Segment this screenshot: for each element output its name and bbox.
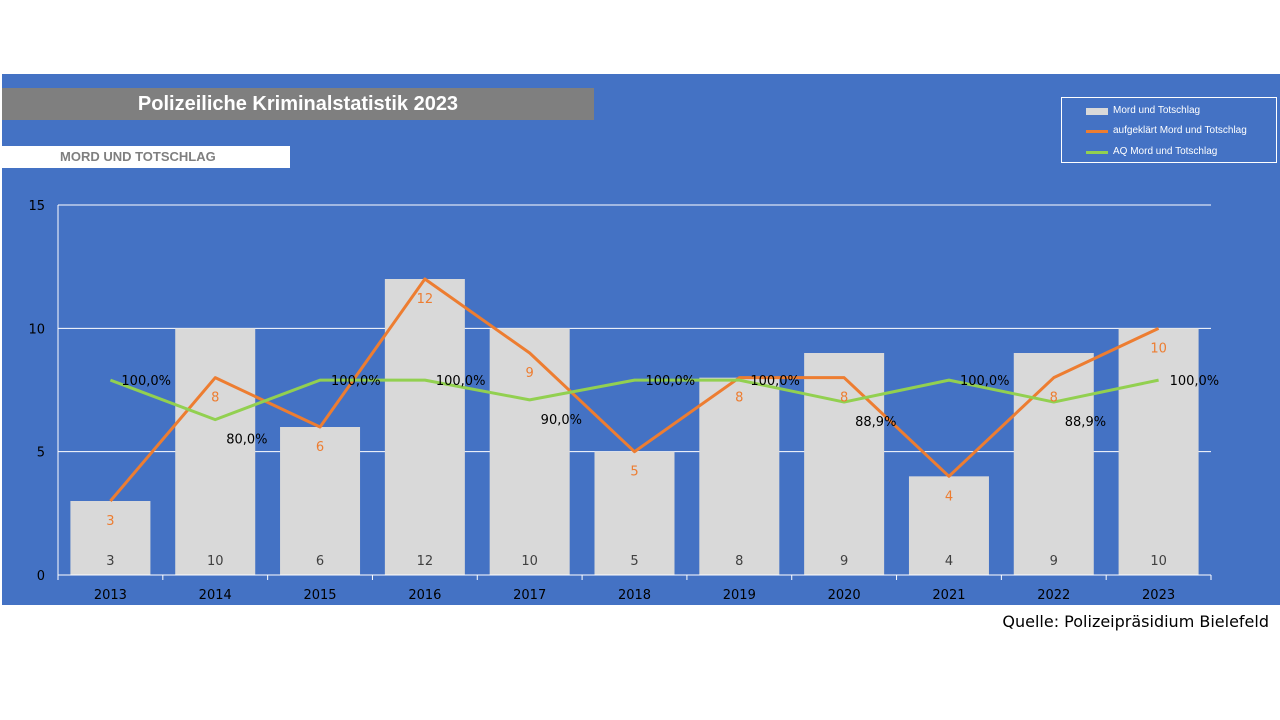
bar-data-label: 9 xyxy=(840,554,848,569)
aufgeklaert-data-label: 10 xyxy=(1150,341,1167,356)
bar xyxy=(804,353,885,575)
aufgeklaert-data-label: 9 xyxy=(526,366,534,381)
axis-layer: 0 5 10 15 2013 2014 2015 2016 2017 2018 2019 2020 20… xyxy=(28,199,1212,603)
bar-data-label: 9 xyxy=(1050,554,1058,569)
bar xyxy=(175,328,256,575)
bar-data-label: 10 xyxy=(521,554,538,569)
x-tick-label: 2014 xyxy=(199,588,232,603)
y-tick-label: 15 xyxy=(28,199,45,214)
aq-data-label: 100,0% xyxy=(331,374,381,389)
x-tick-label: 2020 xyxy=(828,588,861,603)
line-aufgeklaert xyxy=(109,277,1160,502)
bar xyxy=(1118,328,1199,575)
bar xyxy=(699,377,780,575)
aq-data-label: 80,0% xyxy=(226,433,267,448)
subtitle-bar: MORD UND TOTSCHLAG xyxy=(2,146,290,168)
aufgeklaert-data-label: 3 xyxy=(106,514,114,529)
aq-data-label: 100,0% xyxy=(960,374,1010,389)
y-tick-label: 10 xyxy=(28,322,45,337)
legend-swatch-green-line xyxy=(1086,151,1108,154)
aq-data-label: 100,0% xyxy=(436,374,486,389)
legend-label-mord: Mord und Totschlag xyxy=(1113,105,1201,116)
line-layer xyxy=(109,277,1160,502)
x-tick-label: 2013 xyxy=(94,588,127,603)
bar-data-label: 6 xyxy=(316,554,324,569)
legend-label-aufgeklaert: aufgeklärt Mord und Totschlag xyxy=(1113,125,1247,136)
aq-data-label: 90,0% xyxy=(541,413,582,428)
bar-data-label: 3 xyxy=(106,554,114,569)
x-tick-label: 2023 xyxy=(1142,588,1175,603)
title-bar: Polizeiliche Kriminalstatistik 2023 xyxy=(2,88,594,120)
label-layer: 3 10 6 12 10 5 8 9 4 9 10 3 8 6 12 9 5 8 8 4 8 10 100,0% 80,0% 1… xyxy=(106,292,1219,569)
legend-label-aq: AQ Mord und Totschlag xyxy=(1113,146,1218,157)
bar-layer xyxy=(70,279,1199,575)
line-aq xyxy=(109,378,1159,422)
aq-data-label: 100,0% xyxy=(750,374,800,389)
aq-data-label: 100,0% xyxy=(1170,374,1220,389)
bar-data-label: 12 xyxy=(417,554,434,569)
bar-data-label: 5 xyxy=(630,554,638,569)
bar xyxy=(489,328,570,575)
bar xyxy=(908,476,989,575)
chart-title: Polizeiliche Kriminalstatistik 2023 xyxy=(137,93,459,115)
x-tick-label: 2021 xyxy=(932,588,965,603)
bar-data-label: 10 xyxy=(207,554,224,569)
y-tick-label: 5 xyxy=(37,446,45,461)
x-tick-label: 2019 xyxy=(723,588,756,603)
x-tick-label: 2017 xyxy=(513,588,546,603)
aufgeklaert-data-label: 8 xyxy=(840,391,848,406)
x-tick-label: 2018 xyxy=(618,588,651,603)
aufgeklaert-data-label: 8 xyxy=(735,391,743,406)
aq-data-label: 88,9% xyxy=(1065,415,1106,430)
bar xyxy=(70,501,151,575)
bar xyxy=(594,451,675,575)
bar xyxy=(384,279,465,575)
aufgeklaert-data-label: 6 xyxy=(316,440,324,455)
aufgeklaert-data-label: 8 xyxy=(211,391,219,406)
aufgeklaert-data-label: 8 xyxy=(1050,391,1058,406)
aufgeklaert-data-label: 4 xyxy=(945,489,953,504)
bar-data-label: 10 xyxy=(1150,554,1167,569)
y-tick-label: 0 xyxy=(37,569,45,584)
bar-data-label: 8 xyxy=(735,554,743,569)
aufgeklaert-data-label: 5 xyxy=(630,465,638,480)
chart-subtitle: MORD UND TOTSCHLAG xyxy=(60,149,216,164)
legend-swatch-bar xyxy=(1086,108,1108,115)
aq-data-label: 88,9% xyxy=(855,415,896,430)
aq-data-label: 100,0% xyxy=(121,374,171,389)
legend: Mord und Totschlag aufgeklärt Mord und T… xyxy=(1061,97,1277,163)
source-note: Quelle: Polizeipräsidium Bielefeld xyxy=(1002,612,1269,631)
bar xyxy=(1013,353,1094,575)
x-tick-label: 2016 xyxy=(408,588,441,603)
aufgeklaert-data-label: 12 xyxy=(417,292,434,307)
x-tick-label: 2022 xyxy=(1037,588,1070,603)
bar-data-label: 4 xyxy=(945,554,953,569)
aq-data-label: 100,0% xyxy=(646,374,696,389)
x-tick-label: 2015 xyxy=(303,588,336,603)
bar xyxy=(280,427,361,575)
legend-swatch-orange-line xyxy=(1086,130,1108,133)
